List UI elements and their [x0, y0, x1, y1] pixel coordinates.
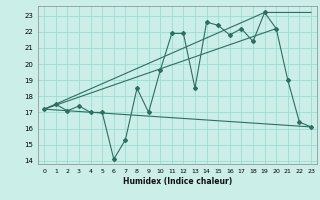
- X-axis label: Humidex (Indice chaleur): Humidex (Indice chaleur): [123, 177, 232, 186]
